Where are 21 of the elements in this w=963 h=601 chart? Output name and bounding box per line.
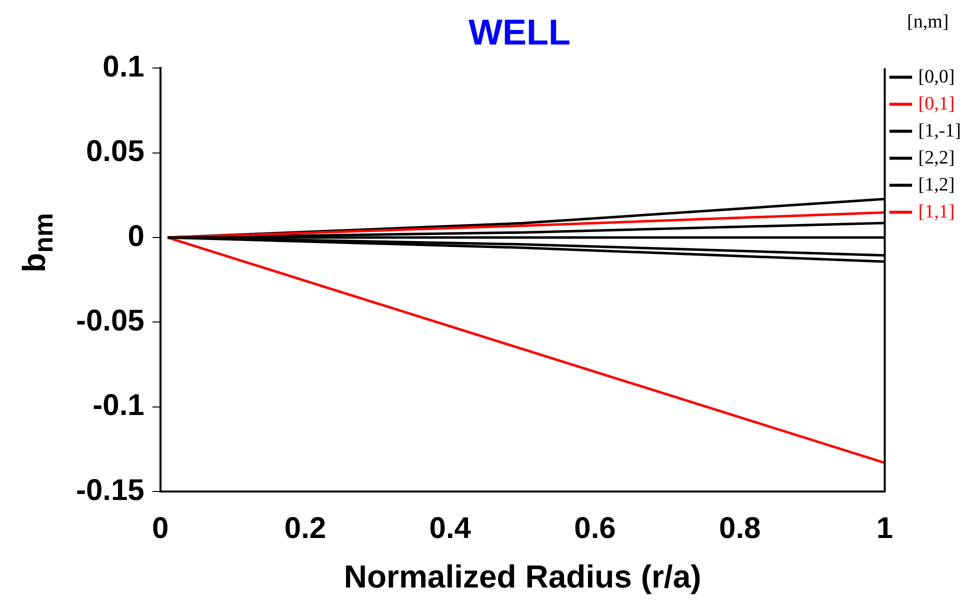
y-tick-label: -0.1	[92, 389, 144, 422]
legend-label: [1,1]	[918, 201, 955, 222]
y-tick-label: 0.05	[86, 135, 144, 168]
x-tick-label: 0.6	[574, 512, 616, 545]
legend-label: [2,2]	[918, 147, 955, 168]
legend-label: [1,-1]	[918, 120, 962, 142]
legend-label: [1,2]	[918, 174, 955, 196]
chart-title: WELL	[468, 12, 570, 53]
x-tick-label: 0.4	[429, 512, 472, 545]
x-axis-title: Normalized Radius (r/a)	[344, 558, 702, 595]
y-tick-label: -0.05	[76, 304, 144, 338]
y-tick-label: 0	[128, 220, 144, 253]
legend-label: [0,1]	[918, 93, 955, 114]
x-tick-label: 1	[876, 512, 894, 545]
x-tick-label: 0.2	[284, 512, 326, 545]
y-tick-label: 0.1	[102, 50, 144, 84]
x-tick-label: 0	[152, 512, 169, 545]
x-tick-label: 0.8	[719, 512, 761, 545]
y-tick-label: -0.15	[76, 474, 144, 507]
legend-title: [n,m]	[907, 11, 949, 32]
legend-label: [0,0]	[918, 66, 955, 88]
